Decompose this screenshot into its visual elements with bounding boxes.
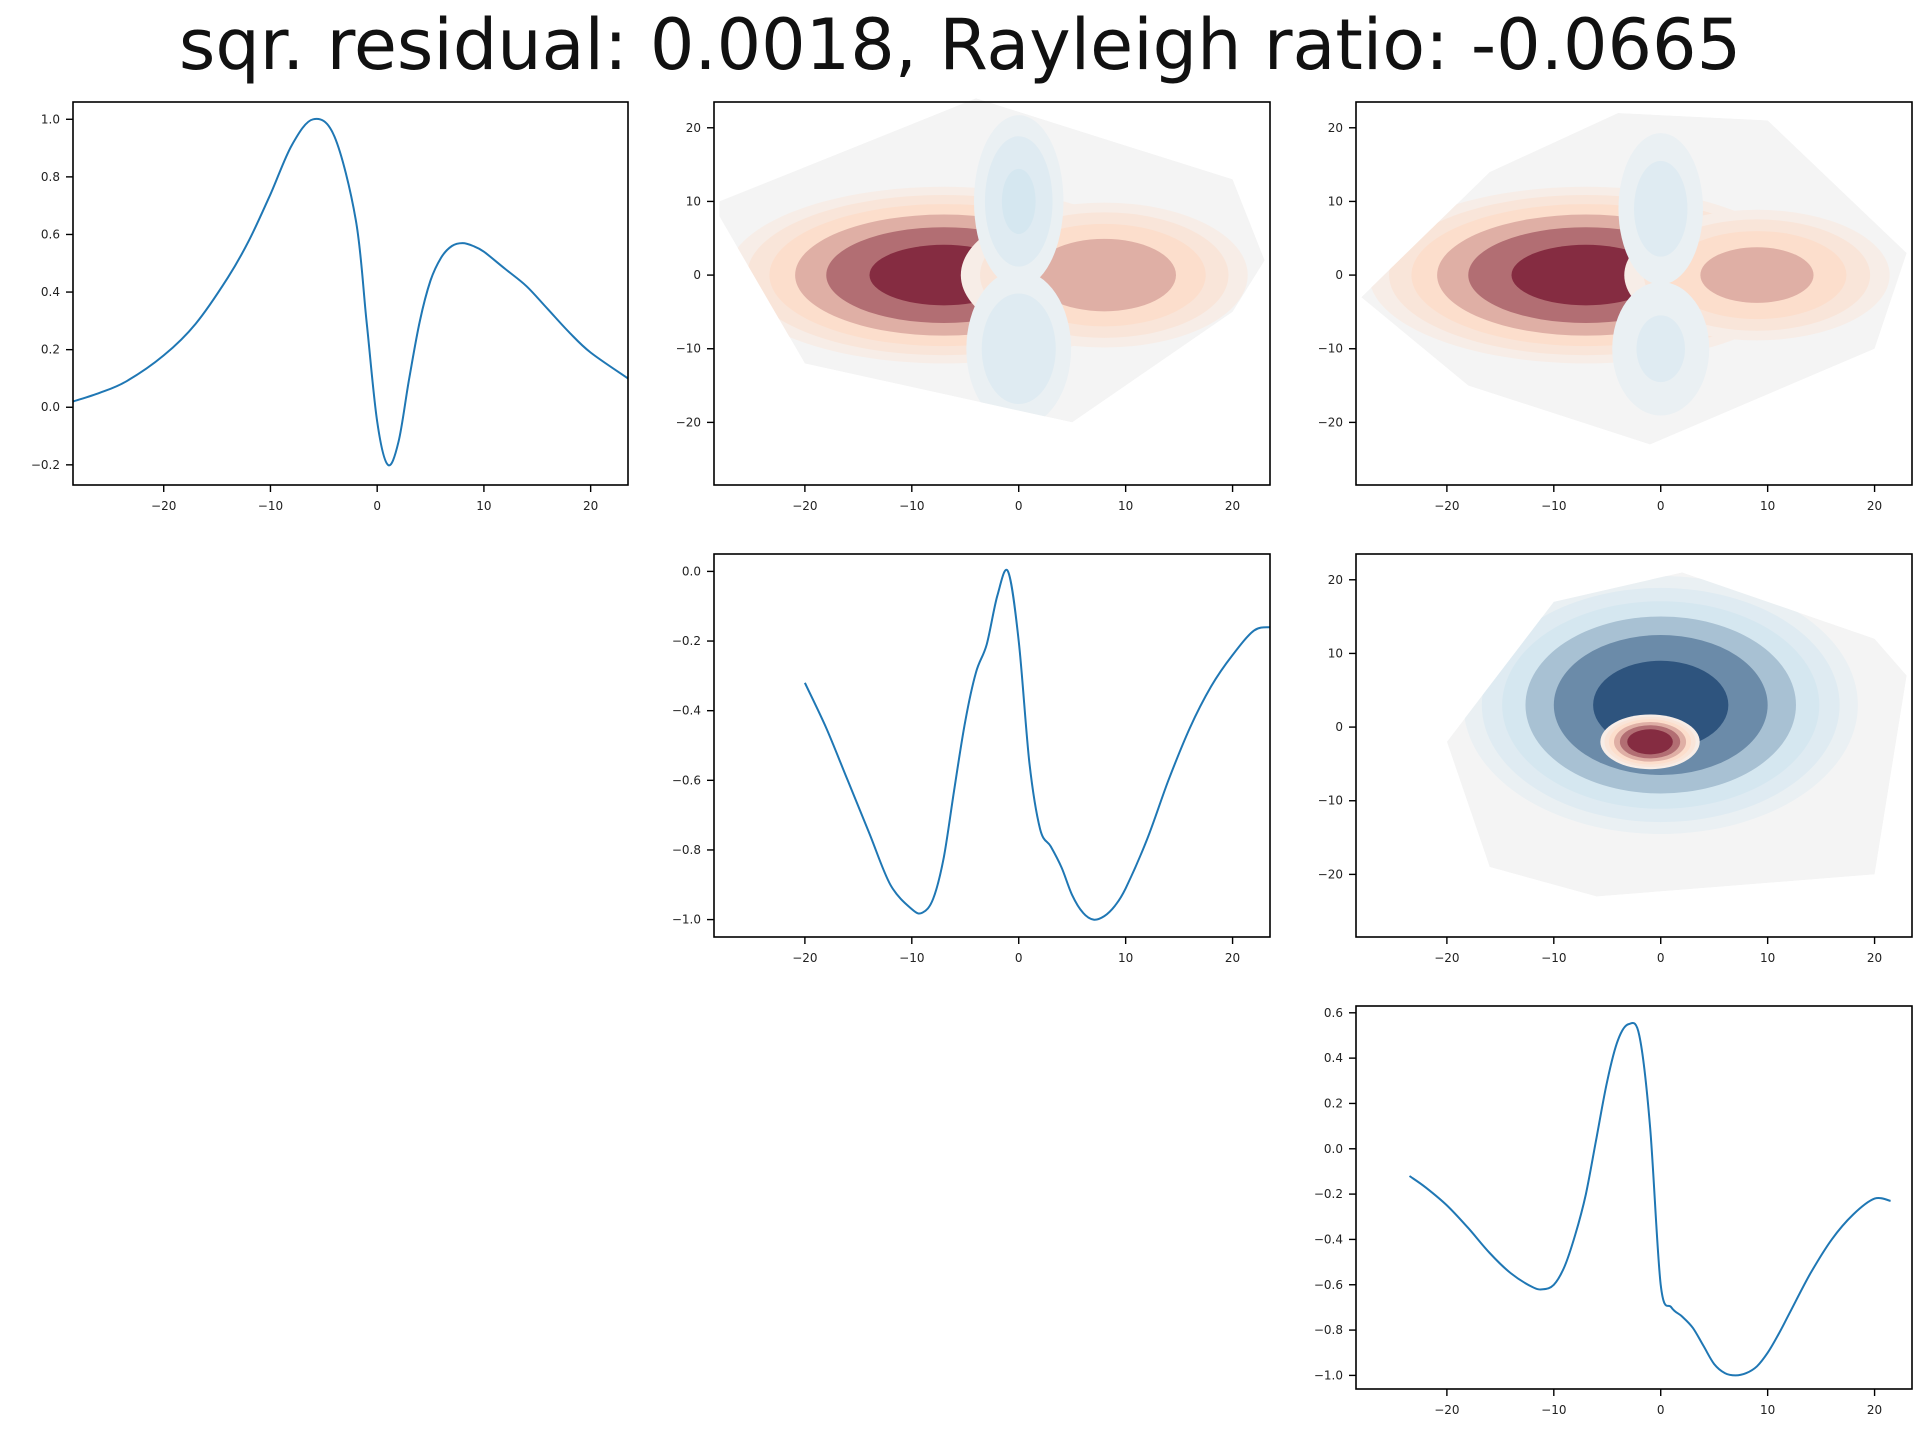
axes-frame [72,101,629,486]
y-tick-label: −1.0 [672,913,701,927]
axes-frame [1355,1005,1913,1390]
y-tick-label: −20 [1318,867,1343,881]
x-tick-label: 0 [1657,499,1665,513]
x-tick-label: 10 [1760,499,1775,513]
y-tick-label: 0.0 [1324,1142,1343,1156]
x-tick-label: 0 [373,499,381,513]
y-tick-label: 10 [1328,194,1343,208]
x-tick-label: −20 [151,499,176,513]
x-tick-label: 20 [583,499,598,513]
series-line [803,568,1271,921]
y-tick-label: 10 [1328,646,1343,660]
x-tick-label: 0 [1657,1403,1665,1417]
contour-chart-row2-col3: −20 −10 0 10 20 −20 −10 0 10 20 [1318,553,1913,965]
line-chart-row2-col2: −20 −10 0 10 20 −1.0 −0.8 −0.6 −0.4 −0.2 0.0 [672,553,1271,965]
contour-level [1634,160,1688,257]
y-tick-label: −0.8 [1314,1323,1343,1337]
x-tick-label: −10 [899,499,924,513]
y-tick-label: −20 [1318,415,1343,429]
y-tick-label: −10 [676,342,701,356]
y-tick-label: −0.2 [672,634,701,648]
contour-level [1636,315,1685,383]
y-tick-label: 0.8 [41,170,60,184]
x-tick-label: −20 [792,499,817,513]
y-tick-label: −0.4 [672,704,701,718]
series-line [1408,1021,1891,1377]
x-tick-label: −20 [1434,499,1459,513]
x-tick-label: 0 [1657,951,1665,965]
contour-level [1627,729,1673,755]
y-tick-label: 0.2 [41,343,60,357]
y-tick-label: −10 [1318,342,1343,356]
contour-level [1001,168,1036,235]
y-tick-label: 0.6 [1324,1006,1343,1020]
figure-title: sqr. residual: 0.0018, Rayleigh ratio: -… [178,4,1742,86]
contour-level [1511,244,1661,306]
y-tick-label: −1.0 [1314,1368,1343,1382]
x-tick-label: −10 [1541,1403,1566,1417]
line-chart-row3-col3: −20 −10 0 10 20 −1.0 −0.8 −0.6 −0.4 −0.2 0.0 0.2 0.4… [1314,1005,1913,1417]
x-tick-label: 20 [1867,951,1882,965]
y-tick-label: 0.6 [41,227,60,241]
y-tick-label: −0.2 [31,458,60,472]
line-chart-row1-col1: −20 −10 0 10 20 −0.2 0.0 0.2 0.4 0.6 0.8 1.0 [31,101,629,513]
y-tick-label: −10 [1318,794,1343,808]
y-tick-label: 10 [686,194,701,208]
axes-frame [1355,553,1913,938]
y-tick-label: −0.6 [1314,1278,1343,1292]
contour-level [981,293,1056,405]
y-tick-label: 1.0 [41,112,60,126]
y-tick-label: 0.2 [1324,1096,1343,1110]
contour-chart-row1-col3: −20 −10 0 10 20 −20 −10 0 10 20 [1318,101,1913,513]
y-tick-label: 0 [1335,720,1343,734]
x-tick-label: 10 [1118,951,1133,965]
y-tick-label: −20 [676,415,701,429]
contour-field [1361,113,1907,445]
x-tick-label: 0 [1015,499,1023,513]
x-tick-label: −10 [1541,951,1566,965]
y-tick-label: −0.2 [1314,1187,1343,1201]
contour-field [1446,572,1907,897]
x-tick-label: −10 [899,951,924,965]
x-tick-label: 0 [1015,951,1023,965]
y-tick-label: −0.8 [672,843,701,857]
x-tick-label: −20 [792,951,817,965]
contour-level [1032,238,1176,312]
axes-frame [1355,101,1913,486]
x-tick-label: −10 [258,499,283,513]
y-tick-label: 20 [686,121,701,135]
x-tick-label: 20 [1225,499,1240,513]
contour-chart-row1-col2: −20 −10 0 10 20 −20 −10 0 10 20 [676,98,1271,513]
y-tick-label: 20 [1328,573,1343,587]
x-tick-label: 10 [1118,499,1133,513]
x-tick-label: 20 [1225,951,1240,965]
x-tick-label: −20 [1434,951,1459,965]
x-tick-label: 10 [1760,1403,1775,1417]
x-tick-label: 20 [1867,1403,1882,1417]
axes-frame [713,101,1271,486]
x-tick-label: 10 [1760,951,1775,965]
axes-frame [713,553,1271,938]
y-tick-label: 20 [1328,121,1343,135]
x-tick-label: −20 [1434,1403,1459,1417]
y-tick-label: 0.0 [41,400,60,414]
series-line [72,117,629,467]
y-tick-label: 0.4 [41,285,60,299]
contour-level [1700,247,1814,303]
y-tick-label: −0.6 [672,773,701,787]
x-tick-label: 10 [476,499,491,513]
y-tick-label: 0.0 [682,564,701,578]
y-tick-label: 0 [693,268,701,282]
y-tick-label: 0 [1335,268,1343,282]
y-tick-label: 0.4 [1324,1051,1343,1065]
x-tick-label: −10 [1541,499,1566,513]
x-tick-label: 20 [1867,499,1882,513]
contour-field [719,98,1265,423]
y-tick-label: −0.4 [1314,1232,1343,1246]
